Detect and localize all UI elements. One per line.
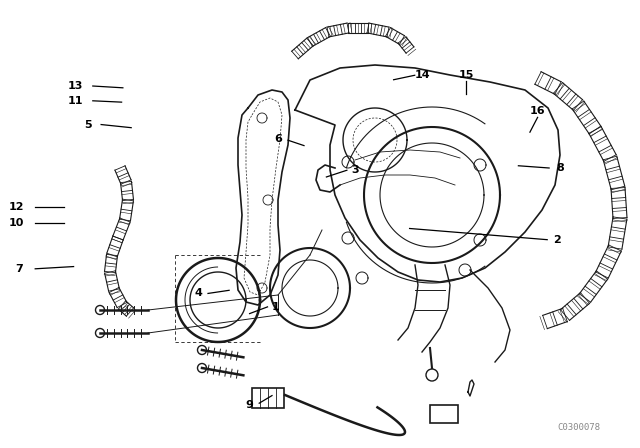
- Bar: [252, 388, 284, 408]
- Text: 10: 10: [8, 218, 24, 228]
- Text: 15: 15: [458, 70, 474, 80]
- Text: 11: 11: [68, 96, 83, 106]
- Text: 1: 1: [271, 302, 279, 312]
- Text: 4: 4: [195, 289, 202, 298]
- Bar: [430, 405, 458, 423]
- Text: 5: 5: [84, 120, 92, 129]
- Text: 9: 9: [246, 401, 253, 410]
- Text: 8: 8: [556, 163, 564, 173]
- Text: 6: 6: [275, 134, 282, 144]
- Text: 3: 3: [351, 165, 359, 175]
- Text: 16: 16: [530, 106, 545, 116]
- Text: 2: 2: [553, 235, 561, 245]
- Text: 14: 14: [415, 70, 430, 80]
- Text: 12: 12: [8, 202, 24, 212]
- Text: C0300078: C0300078: [557, 423, 600, 432]
- Text: 13: 13: [68, 81, 83, 91]
- Text: 7: 7: [15, 264, 23, 274]
